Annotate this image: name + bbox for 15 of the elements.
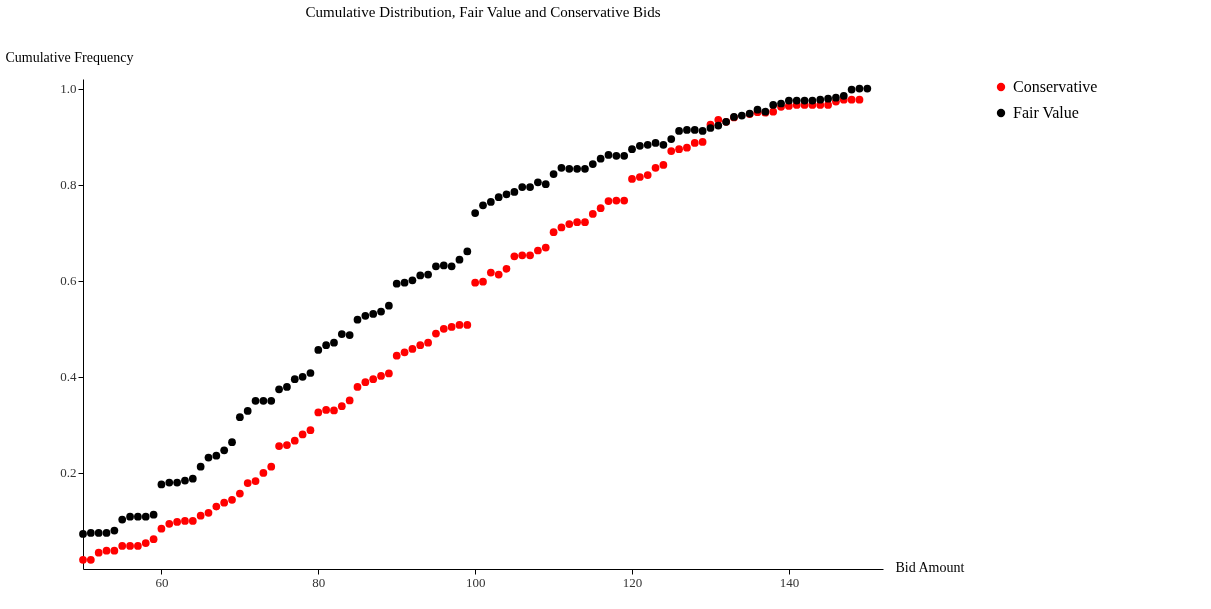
- y-tick-label: 0.8: [60, 177, 77, 193]
- y-tick-label: 1.0: [60, 81, 77, 97]
- y-tick-label: 0.2: [60, 465, 77, 481]
- y-tick-label: 0.6: [60, 273, 77, 289]
- x-tick-label: 100: [465, 574, 486, 590]
- x-tick-label: 140: [779, 574, 800, 590]
- x-axis-title: Bid Amount: [895, 559, 965, 575]
- y-axis-title: Cumulative Frequency: [5, 49, 134, 65]
- x-tick-label: 80: [312, 574, 326, 590]
- chart-title: Cumulative Distribution, Fair Value and Conservative Bids: [305, 4, 661, 20]
- x-tick-label: 120: [622, 574, 643, 590]
- y-tick-label: 0.4: [60, 369, 77, 385]
- x-tick-label: 60: [155, 574, 169, 590]
- legend-label: Conservative: [1013, 78, 1098, 95]
- legend-label: Fair Value: [1013, 104, 1079, 121]
